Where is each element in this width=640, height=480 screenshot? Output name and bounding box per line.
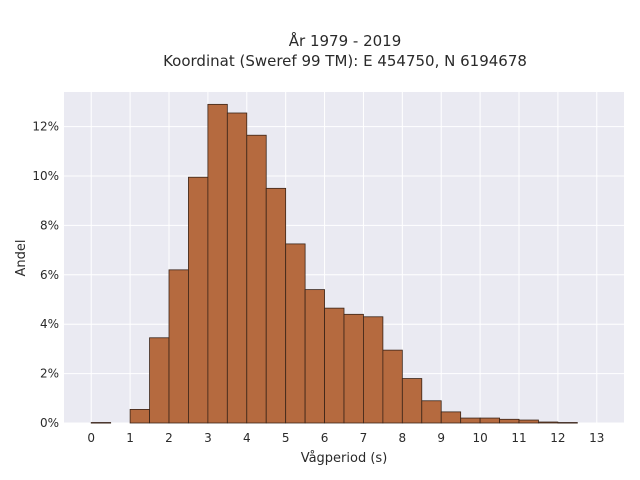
histogram-bar bbox=[440, 411, 462, 424]
histogram-bar bbox=[129, 409, 150, 424]
histogram-bar bbox=[226, 112, 248, 424]
y-tick-label: 8% bbox=[40, 218, 59, 232]
histogram-bar bbox=[90, 422, 112, 424]
x-tick-label: 13 bbox=[589, 431, 604, 445]
histogram-bar bbox=[363, 316, 384, 424]
chart-subtitle: Koordinat (Sweref 99 TM): E 454750, N 61… bbox=[163, 52, 527, 70]
x-tick-label: 3 bbox=[204, 431, 212, 445]
histogram-bar bbox=[538, 421, 559, 424]
histogram-bar bbox=[382, 349, 403, 424]
y-axis-label: Andel bbox=[14, 240, 29, 277]
x-axis-label: Vågperiod (s) bbox=[301, 451, 388, 466]
x-tick-label: 7 bbox=[360, 431, 368, 445]
x-tick-label: 9 bbox=[437, 431, 445, 445]
histogram-bar bbox=[557, 422, 578, 424]
histogram-bar bbox=[246, 134, 267, 424]
histogram-bar bbox=[401, 378, 423, 424]
x-tick-label: 6 bbox=[321, 431, 329, 445]
y-tick-label: 2% bbox=[40, 367, 59, 381]
x-tick-label: 1 bbox=[126, 431, 134, 445]
x-tick-label: 11 bbox=[511, 431, 526, 445]
x-tick-label: 0 bbox=[87, 431, 95, 445]
histogram-bar bbox=[149, 337, 170, 424]
histogram-bar bbox=[285, 243, 306, 424]
y-tick-label: 4% bbox=[40, 317, 59, 331]
x-tick-label: 8 bbox=[399, 431, 407, 445]
bars bbox=[90, 103, 578, 424]
y-tick-label: 6% bbox=[40, 268, 59, 282]
x-tick-label: 12 bbox=[550, 431, 565, 445]
histogram-bar bbox=[324, 307, 345, 424]
histogram-bar bbox=[499, 418, 520, 424]
chart-title: År 1979 - 2019 bbox=[289, 31, 402, 50]
histogram-bar bbox=[207, 103, 228, 424]
histogram-bar bbox=[188, 176, 209, 424]
histogram-bar bbox=[304, 289, 325, 424]
histogram-bar bbox=[265, 187, 287, 424]
histogram-bar bbox=[168, 269, 189, 424]
y-tick-labels: 0% 2% 4% 6% 8% 10% 12% bbox=[32, 120, 59, 430]
y-tick-label: 12% bbox=[32, 120, 59, 134]
x-tick-label: 2 bbox=[165, 431, 173, 445]
histogram-bar bbox=[460, 417, 481, 424]
y-tick-label: 10% bbox=[32, 169, 59, 183]
histogram-bar bbox=[479, 417, 500, 424]
histogram-bar bbox=[518, 419, 539, 424]
x-tick-labels: 0 1 2 3 4 5 6 7 8 9 10 11 12 13 bbox=[87, 431, 604, 445]
x-tick-label: 4 bbox=[243, 431, 251, 445]
x-tick-label: 5 bbox=[282, 431, 290, 445]
x-tick-label: 10 bbox=[472, 431, 487, 445]
histogram-bar bbox=[421, 400, 442, 424]
y-tick-label: 0% bbox=[40, 416, 59, 430]
histogram-bar bbox=[343, 313, 364, 424]
